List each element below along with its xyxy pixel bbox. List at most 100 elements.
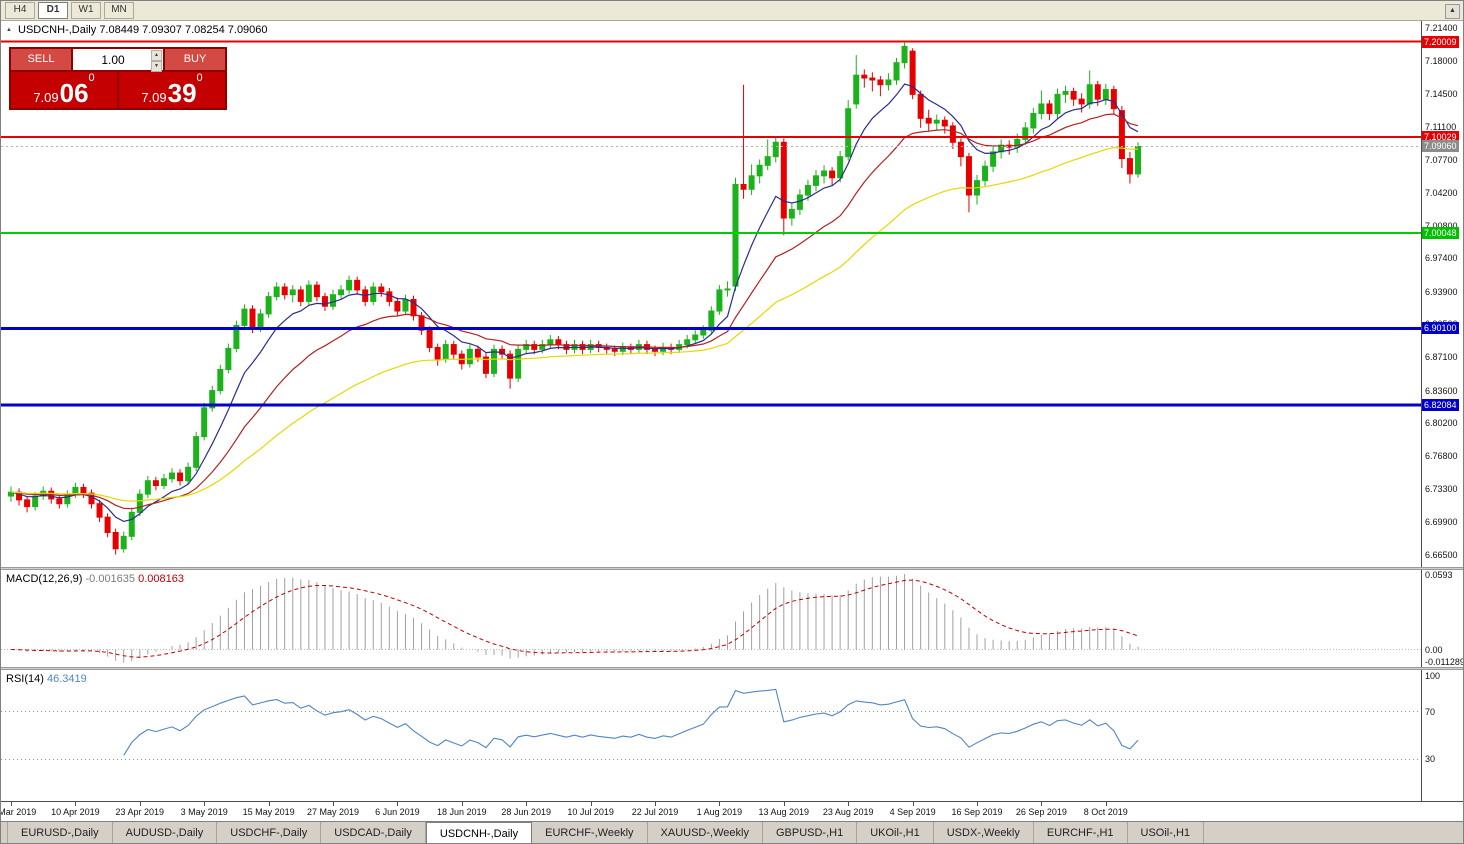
ask-price-display[interactable]: 7.09 39 0	[119, 72, 225, 108]
price-axis-label: 6.93900	[1425, 286, 1458, 297]
pane-splitter[interactable]	[1, 667, 1463, 670]
price-tag: 6.82084	[1422, 399, 1459, 412]
price-axis-label: 6.83600	[1425, 385, 1458, 396]
price-tag: 7.10029	[1422, 131, 1459, 144]
horizontal-lines	[1, 40, 1421, 407]
bid-price-sup: 0	[88, 72, 95, 84]
time-tick	[461, 802, 463, 806]
time-axis-label: 23 Aug 2019	[822, 807, 874, 817]
chart-area: ▲ USDCNH-,Daily 7.08449 7.09307 7.08254 …	[1, 21, 1464, 821]
timeframe-toolbar: H4 D1 W1 MN ▲	[1, 1, 1463, 21]
timeframe-button-h4[interactable]: H4	[5, 2, 35, 19]
time-tick	[655, 802, 656, 806]
macd-axis-label: -0.011289	[1425, 657, 1464, 667]
scroll-up-button[interactable]: ▲	[1445, 4, 1460, 19]
price-axis-label: 7.00800	[1425, 220, 1458, 231]
time-tick	[1105, 802, 1107, 806]
rsi-axis: 100 70 30	[1421, 670, 1463, 801]
buy-button[interactable]: BUY	[165, 49, 225, 70]
symbol-tab[interactable]: USDCAD-,Daily	[321, 822, 426, 843]
rsi-name: RSI(14)	[6, 673, 44, 685]
ask-price-sup: 0	[196, 72, 203, 84]
sell-button[interactable]: SELL	[11, 49, 71, 70]
volume-decrease-button[interactable]: ▼	[151, 61, 162, 72]
time-tick	[397, 802, 399, 806]
symbol-tab[interactable]: EURCHF-,Weekly	[532, 822, 648, 843]
chart-title: ▲ USDCNH-,Daily 7.08449 7.09307 7.08254 …	[6, 24, 268, 36]
time-tick	[333, 802, 334, 806]
symbol-tab[interactable]: USDX-,Weekly	[934, 822, 1034, 843]
symbol-tab[interactable]: UKOil-,H1	[857, 822, 934, 843]
time-axis-label: 26 Sep 2019	[1015, 807, 1067, 817]
volume-box: ▲ ▼	[73, 49, 163, 72]
price-axis-label: 7.14500	[1425, 89, 1458, 100]
symbol-tab[interactable]: GBPUSD-,H1	[763, 822, 858, 843]
one-click-trade-panel: SELL ▲ ▼ BUY 7.09 06 0	[9, 47, 227, 110]
price-axis[interactable]: 7.21400 7.18000 7.14500 7.11100 7.07700 7.042…	[1421, 21, 1463, 567]
bid-price-display[interactable]: 7.09 06 0	[11, 72, 117, 108]
symbol-tab[interactable]: USDCHF-,Daily	[217, 822, 322, 843]
price-tag: 7.09060	[1422, 140, 1459, 153]
candles	[8, 42, 1141, 555]
ask-price-prefix: 7.09	[141, 90, 167, 105]
timeframe-button-d1[interactable]: D1	[38, 2, 68, 19]
volume-input[interactable]	[73, 49, 163, 70]
price-axis-label: 7.04200	[1425, 188, 1458, 199]
price-axis-label: 7.07700	[1425, 154, 1458, 165]
time-axis-label: 16 Sep 2019	[951, 807, 1003, 817]
chart-marker-icon: ▲	[6, 27, 12, 33]
time-axis[interactable]: 29 Mar 2019 10 Apr 2019 23 Apr 2019 3 May 2…	[1, 801, 1463, 821]
bid-price-big: 06	[59, 78, 89, 108]
volume-increase-button[interactable]: ▲	[151, 50, 162, 61]
time-tick	[268, 802, 270, 806]
time-axis-label: 3 May 2019	[180, 807, 228, 817]
time-axis-label: 1 Aug 2019	[696, 807, 743, 817]
symbol-tab[interactable]: EURUSD-,Daily	[7, 822, 113, 843]
price-axis-label: 6.97400	[1425, 253, 1458, 264]
main-chart-canvas[interactable]	[1, 21, 1421, 567]
timeframe-button-w1[interactable]: W1	[71, 2, 101, 19]
price-axis-label: 7.18000	[1425, 55, 1458, 66]
rsi-pane[interactable]: RSI(14) 46.3419	[1, 670, 1421, 801]
symbol-tab[interactable]: EURCHF-,H1	[1034, 822, 1128, 843]
time-axis-label: 6 Jun 2019	[375, 807, 420, 817]
macd-canvas[interactable]	[1, 570, 1421, 667]
price-axis-label: 6.87100	[1425, 352, 1458, 363]
time-axis-label: 29 Mar 2019	[1, 807, 37, 817]
time-axis-label: 10 Apr 2019	[51, 807, 100, 817]
time-tick	[590, 802, 592, 806]
price-axis-label: 6.80200	[1425, 418, 1458, 429]
price-axis-label: 6.69900	[1425, 516, 1458, 527]
macd-axis-label: 0.0593	[1425, 570, 1453, 580]
symbol-tab-active[interactable]: USDCNH-,Daily	[425, 822, 533, 843]
time-tick	[912, 802, 914, 806]
macd-pane[interactable]: MACD(12,26,9) -0.001635 0.008163	[1, 570, 1421, 667]
macd-main-value: -0.001635	[85, 573, 136, 585]
price-axis-label: 7.21400	[1425, 23, 1458, 34]
price-tag: 7.20009	[1422, 35, 1459, 48]
timeframe-button-mn[interactable]: MN	[104, 2, 134, 19]
time-axis-label: 28 Jun 2019	[501, 807, 551, 817]
symbol-tab[interactable]: USOil-,H1	[1128, 822, 1205, 843]
macd-axis: 0.0593 0.00 -0.011289	[1421, 570, 1464, 667]
symbol-tab[interactable]: XAUUSD-,Weekly	[648, 822, 763, 843]
pane-splitter[interactable]	[1, 567, 1463, 570]
main-chart-pane[interactable]: ▲ USDCNH-,Daily 7.08449 7.09307 7.08254 …	[1, 21, 1421, 567]
time-axis-label: 4 Sep 2019	[889, 807, 936, 817]
price-axis-label: 6.76800	[1425, 450, 1458, 461]
bid-price-prefix: 7.09	[33, 90, 59, 105]
macd-label: MACD(12,26,9) -0.001635 0.008163	[6, 573, 184, 585]
symbol-tab[interactable]: AUDUSD-,Daily	[113, 822, 218, 843]
time-tick	[204, 802, 206, 806]
rsi-label: RSI(14) 46.3419	[6, 673, 87, 685]
time-axis-label: 8 Oct 2019	[1083, 807, 1128, 817]
rsi-axis-label: 70	[1425, 706, 1436, 717]
rsi-canvas[interactable]	[1, 670, 1421, 801]
macd-signal-line	[10, 579, 1139, 658]
time-axis-label: 15 May 2019	[242, 807, 295, 817]
price-axis-label: 6.73300	[1425, 484, 1458, 495]
time-tick	[783, 802, 785, 806]
moving-averages	[10, 83, 1139, 523]
time-tick	[526, 802, 528, 806]
